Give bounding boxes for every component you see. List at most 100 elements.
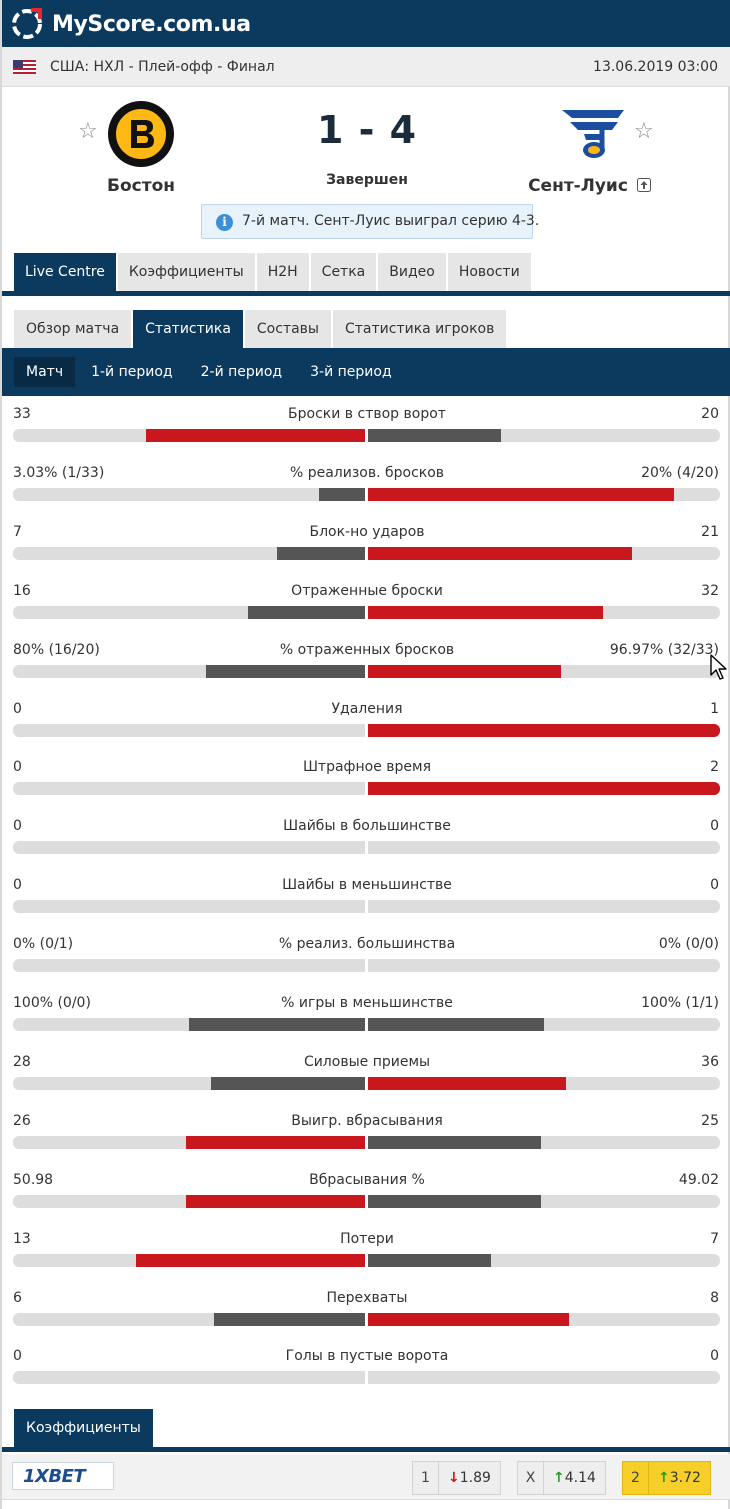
stat-home-bar (319, 487, 365, 501)
odd-home[interactable]: 1 ↓1.89 (412, 1461, 501, 1495)
tab-lineups[interactable]: Составы (244, 310, 331, 348)
site-logo[interactable]: MyScore.com.ua (10, 7, 251, 41)
stat-away-bar (368, 1312, 569, 1326)
stat-home-bar-track (13, 1076, 365, 1090)
stat-home-value: 3.03% (1/33) (13, 464, 105, 481)
stat-home-bar (189, 1018, 365, 1031)
logo-icon (12, 8, 42, 39)
boston-logo-icon[interactable] (107, 100, 175, 168)
stat-home-bar-track (13, 1253, 365, 1267)
stat-away-value: 8 (710, 1289, 719, 1306)
arrow-up-icon: ↑ (658, 1470, 670, 1486)
stat-away-bar (368, 487, 674, 501)
stat-home-value: 28 (13, 1053, 31, 1070)
usa-flag-icon (13, 60, 36, 74)
home-team-name[interactable]: Бостон (107, 176, 175, 196)
stat-row: 33 Броски в створ ворот 20 (2, 396, 730, 455)
stat-away-value: 7 (710, 1230, 719, 1247)
stat-row: 100% (0/0) % игры в меньшинстве 100% (1/1) (2, 985, 730, 1044)
away-team-name[interactable]: Сент-Луис (528, 176, 628, 196)
stat-away-value: 96.97% (32/33) (609, 641, 719, 658)
arrow-down-icon: ↓ (448, 1470, 460, 1486)
stat-away-value: 36 (701, 1053, 719, 1070)
tab-player-stats[interactable]: Статистика игроков (332, 310, 507, 348)
tab-statistics[interactable]: Статистика (133, 310, 243, 348)
stat-row: 0 Голы в пустые ворота 0 (2, 1338, 730, 1397)
stat-row: 6 Перехваты 8 (2, 1280, 730, 1339)
stat-away-bar-track (368, 1253, 720, 1267)
stat-away-value: 32 (701, 582, 719, 599)
stat-away-value: 20% (4/20) (641, 464, 719, 481)
stat-home-value: 13 (13, 1230, 31, 1247)
stat-away-bar-track (368, 841, 720, 855)
league-breadcrumb[interactable]: США: НХЛ - Плей-офф - Финал (50, 59, 275, 75)
odd-draw[interactable]: X ↑4.14 (517, 1461, 606, 1495)
stat-row: 0 Удаления 1 (2, 691, 730, 750)
stat-home-bar (211, 1076, 365, 1090)
tab-news[interactable]: Новости (447, 253, 531, 291)
stat-away-bar-track (368, 723, 720, 737)
info-icon: i (216, 214, 233, 231)
st-louis-logo-icon[interactable] (560, 106, 626, 162)
stat-home-bar-track (13, 546, 365, 560)
odds-divider (2, 1447, 730, 1452)
stat-home-bar-track (13, 1135, 365, 1149)
stat-name: Силовые приемы (303, 1053, 431, 1070)
stat-away-bar-track (368, 782, 720, 796)
stat-away-bar-track (368, 1194, 720, 1208)
winner-arrow-icon (637, 178, 651, 192)
stat-away-bar-track (368, 487, 720, 501)
stat-name: % реализ. большинства (278, 936, 456, 953)
stat-name: Выигр. вбрасывания (291, 1112, 443, 1129)
period-tab-3[interactable]: 3-й период (310, 364, 392, 380)
bookmaker-name: 1XBET (23, 1466, 86, 1487)
bookmaker-logo[interactable]: 1XBET (12, 1462, 114, 1490)
stat-home-value: 6 (13, 1289, 22, 1306)
odd-away-value-wrap: ↑3.72 (649, 1462, 710, 1494)
stat-away-bar-track (368, 664, 720, 678)
tab-match-summary[interactable]: Обзор матча (14, 310, 132, 348)
main-tabs: Live Centre Коэффициенты H2H Сетка Видео… (14, 253, 533, 291)
match-score: 1 - 4 (316, 108, 418, 152)
odd-home-value: 1.89 (459, 1470, 491, 1486)
stat-away-bar-track (368, 1076, 720, 1090)
tab-h2h[interactable]: H2H (256, 253, 309, 291)
odd-away[interactable]: 2 ↑3.72 (622, 1461, 711, 1495)
series-info-text: 7-й матч. Сент-Луис выиграл серию 4-3. (242, 213, 540, 229)
favorite-home-star-icon[interactable]: ☆ (78, 119, 98, 144)
stat-home-bar (186, 1194, 365, 1208)
tab-video[interactable]: Видео (378, 253, 446, 291)
period-tab-match[interactable]: Матч (14, 357, 76, 387)
mouse-cursor-icon (710, 654, 727, 680)
period-tab-2[interactable]: 2-й период (200, 364, 283, 380)
tab-bracket[interactable]: Сетка (310, 253, 377, 291)
stat-home-bar (186, 1135, 365, 1149)
period-tab-1[interactable]: 1-й период (91, 364, 173, 380)
stat-away-value: 49.02 (678, 1171, 719, 1188)
stat-away-value: 2 (710, 759, 719, 776)
stat-away-bar (368, 1076, 566, 1090)
stat-home-bar-track (13, 841, 365, 855)
stat-away-value: 0 (710, 1348, 719, 1365)
stat-name: Потери (340, 1230, 394, 1247)
stat-away-bar-track (368, 1312, 720, 1326)
period-tabs: Матч 1-й период 2-й период 3-й период (14, 357, 404, 387)
site-header: MyScore.com.ua (2, 0, 730, 47)
tab-odds-section[interactable]: Коэффициенты (14, 1409, 153, 1447)
tab-odds[interactable]: Коэффициенты (117, 253, 255, 291)
stat-home-bar-track (13, 1371, 365, 1385)
stat-away-value: 100% (1/1) (641, 995, 719, 1011)
stat-home-bar (248, 605, 365, 619)
stat-away-value: 21 (701, 523, 719, 540)
stat-away-bar (368, 429, 501, 442)
stat-away-bar-track (368, 605, 720, 619)
stat-home-value: 80% (16/20) (13, 641, 100, 658)
stat-home-value: 26 (13, 1112, 31, 1129)
period-bar: Матч 1-й период 2-й период 3-й период (2, 348, 730, 396)
favorite-away-star-icon[interactable]: ☆ (634, 119, 654, 144)
tab-live-centre[interactable]: Live Centre (14, 253, 116, 291)
stat-row: 26 Выигр. вбрасывания 25 (2, 1103, 730, 1162)
stat-away-bar (368, 546, 632, 560)
stat-name: Отраженные броски (291, 582, 443, 599)
odd-draw-value: 4.14 (564, 1470, 596, 1486)
